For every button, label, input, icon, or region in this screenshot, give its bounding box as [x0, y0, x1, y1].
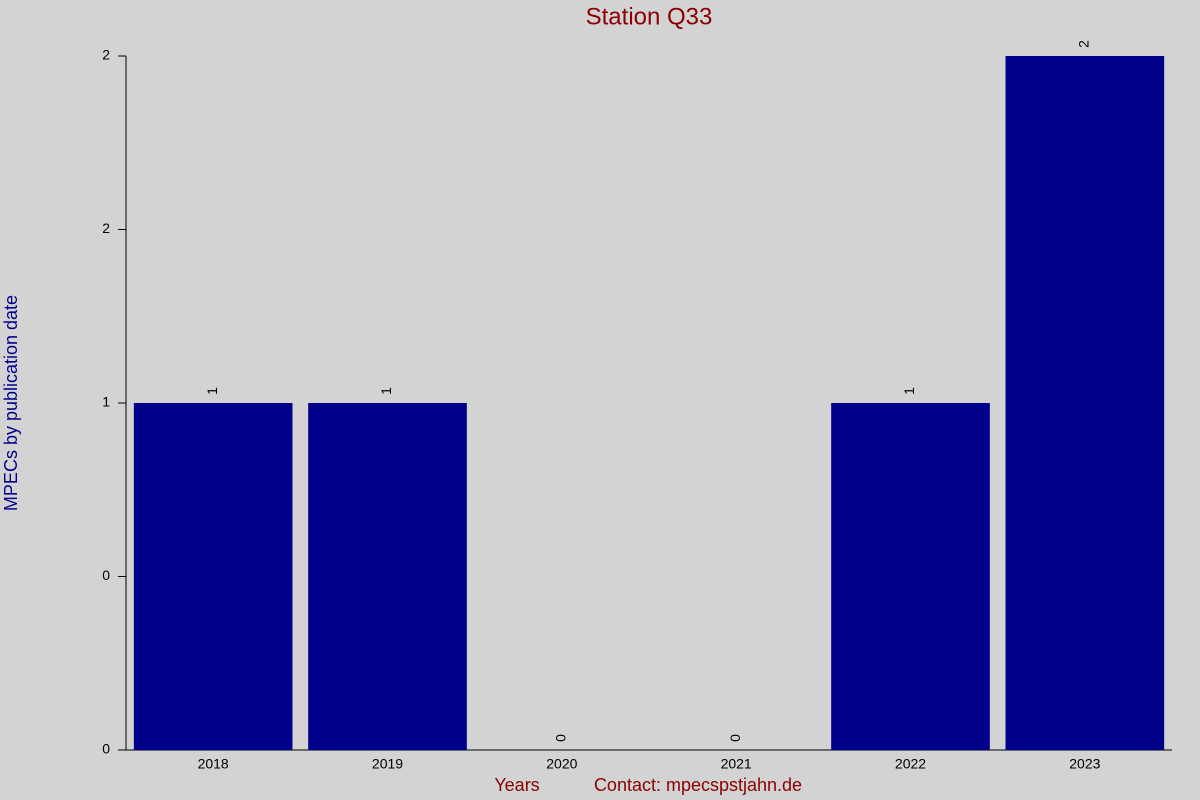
y-tick-label: 0: [102, 741, 110, 757]
y-tick-label: 2: [102, 47, 110, 63]
value-label: 1: [204, 387, 220, 395]
x-tick-label: 2021: [721, 756, 752, 772]
x-tick-label: 2018: [198, 756, 229, 772]
footer: Contact: mpecspstjahn.de: [594, 775, 802, 795]
y-axis-label: MPECs by publication date: [1, 295, 21, 511]
x-tick-label: 2019: [372, 756, 403, 772]
value-label: 1: [378, 387, 394, 395]
value-label: 1: [901, 387, 917, 395]
bar: [1005, 56, 1165, 750]
x-tick-label: 2020: [546, 756, 577, 772]
bar: [133, 403, 293, 750]
x-axis-label: Years: [494, 775, 539, 795]
y-tick-label: 2: [102, 220, 110, 236]
chart-title: Station Q33: [586, 3, 713, 30]
value-label: 0: [727, 734, 743, 742]
x-tick-label: 2023: [1069, 756, 1100, 772]
bar: [831, 403, 990, 750]
y-tick-label: 1: [102, 394, 110, 410]
bar: [308, 403, 467, 750]
x-tick-label: 2022: [895, 756, 926, 772]
value-label: 2: [1076, 40, 1092, 48]
y-tick-label: 0: [102, 567, 110, 583]
value-label: 0: [553, 734, 569, 742]
